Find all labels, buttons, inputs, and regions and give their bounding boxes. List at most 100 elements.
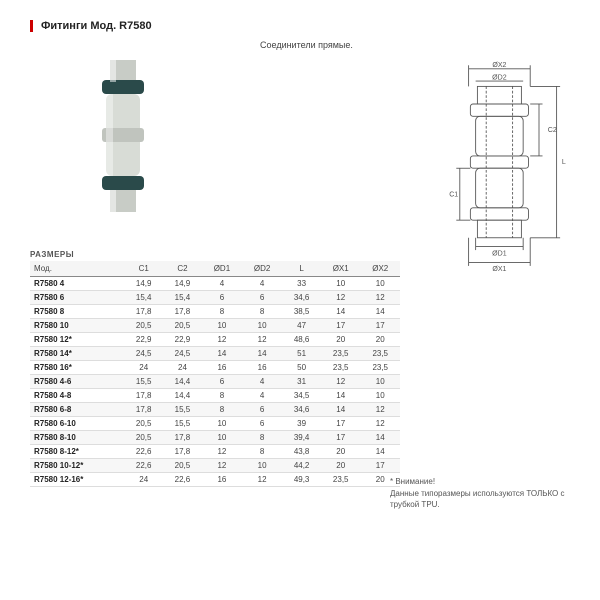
table-cell: 12 (321, 375, 360, 389)
table-row: R7580 8-1020,517,810839,41714 (30, 431, 400, 445)
table-cell: 12 (360, 403, 400, 417)
table-cell: 12 (321, 291, 360, 305)
table-cell: R7580 6 (30, 291, 124, 305)
table-cell: 17,8 (124, 389, 163, 403)
table-cell: 48,6 (282, 333, 321, 347)
table-cell: 16 (202, 361, 242, 375)
table-cell: 10 (202, 431, 242, 445)
table-cell: 16 (242, 361, 282, 375)
table-cell: 22,6 (163, 473, 202, 487)
col-header: C1 (124, 261, 163, 277)
table-cell: 8 (242, 305, 282, 319)
table-cell: 14 (360, 445, 400, 459)
table-cell: R7580 4 (30, 277, 124, 291)
table-cell: 17 (321, 417, 360, 431)
table-row: R7580 817,817,88838,51414 (30, 305, 400, 319)
table-cell: 12 (202, 445, 242, 459)
table-cell: 17 (360, 319, 400, 333)
table-cell: 43,8 (282, 445, 321, 459)
table-cell: 20 (321, 333, 360, 347)
table-cell: 15,4 (124, 291, 163, 305)
col-header: ØD1 (202, 261, 242, 277)
table-cell: 15,5 (163, 403, 202, 417)
table-cell: R7580 8-12* (30, 445, 124, 459)
dim-c1: C1 (449, 191, 458, 198)
dim-od1: ØD1 (492, 250, 507, 257)
table-cell: 10 (360, 389, 400, 403)
product-photo (40, 50, 210, 220)
table-cell: 20 (321, 459, 360, 473)
col-header: L (282, 261, 321, 277)
table-cell: 51 (282, 347, 321, 361)
table-cell: 50 (282, 361, 321, 375)
table-cell: 23,5 (360, 361, 400, 375)
table-cell: 33 (282, 277, 321, 291)
table-cell: R7580 6-10 (30, 417, 124, 431)
table-cell: 34,6 (282, 291, 321, 305)
technical-diagram: ØX2 ØD2 C2 L (420, 60, 570, 280)
table-cell: 4 (202, 277, 242, 291)
table-cell: 23,5 (360, 347, 400, 361)
table-cell: 16 (202, 473, 242, 487)
table-cell: 44,2 (282, 459, 321, 473)
table-cell: 39 (282, 417, 321, 431)
table-cell: R7580 6-8 (30, 403, 124, 417)
table-cell: 34,6 (282, 403, 321, 417)
dim-c2: C2 (548, 127, 557, 134)
table-cell: 22,9 (124, 333, 163, 347)
table-cell: 20,5 (163, 319, 202, 333)
table-cell: 47 (282, 319, 321, 333)
table-cell: 22,9 (163, 333, 202, 347)
table-cell: R7580 10 (30, 319, 124, 333)
table-cell: 24 (124, 473, 163, 487)
table-cell: 8 (242, 445, 282, 459)
table-row: R7580 6-817,815,58634,61412 (30, 403, 400, 417)
table-cell: 14 (321, 305, 360, 319)
table-cell: R7580 8-10 (30, 431, 124, 445)
table-cell: 15,5 (124, 375, 163, 389)
table-cell: 15,5 (163, 417, 202, 431)
table-cell: R7580 4-8 (30, 389, 124, 403)
table-cell: 20,5 (124, 431, 163, 445)
table-row: R7580 4-817,814,48434,51410 (30, 389, 400, 403)
table-cell: 20,5 (163, 459, 202, 473)
table-cell: 12 (202, 459, 242, 473)
table-cell: 23,5 (321, 361, 360, 375)
dim-od2: ØD2 (492, 74, 507, 81)
table-cell: 8 (202, 403, 242, 417)
table-cell: 8 (202, 389, 242, 403)
col-header: ØX1 (321, 261, 360, 277)
table-cell: R7580 4-6 (30, 375, 124, 389)
dim-l: L (562, 159, 566, 166)
subtitle: Соединители прямые. (260, 40, 353, 50)
table-cell: 22,6 (124, 459, 163, 473)
table-row: R7580 16*242416165023,523,5 (30, 361, 400, 375)
table-cell: R7580 10-12* (30, 459, 124, 473)
table-cell: 14,4 (163, 389, 202, 403)
footnote: * Внимание! Данные типоразмеры использую… (390, 476, 570, 510)
table-cell: 12 (360, 291, 400, 305)
table-cell: 38,5 (282, 305, 321, 319)
table-cell: 14 (202, 347, 242, 361)
table-cell: 6 (242, 403, 282, 417)
dim-ox2: ØX2 (492, 62, 506, 69)
table-cell: 20 (321, 445, 360, 459)
table-cell: 39,4 (282, 431, 321, 445)
table-cell: 17 (360, 459, 400, 473)
table-cell: 4 (242, 277, 282, 291)
table-cell: 20 (360, 333, 400, 347)
table-cell: 14,9 (163, 277, 202, 291)
table-cell: 17,8 (124, 403, 163, 417)
table-cell: 24 (124, 361, 163, 375)
table-cell: 24,5 (124, 347, 163, 361)
table-cell: 14,9 (124, 277, 163, 291)
table-cell: 17,8 (163, 305, 202, 319)
table-row: R7580 414,914,944331010 (30, 277, 400, 291)
table-cell: 8 (202, 305, 242, 319)
note-line2: Данные типоразмеры используются ТОЛЬКО с… (390, 488, 570, 510)
table-cell: 12 (242, 473, 282, 487)
table-cell: 20,5 (124, 417, 163, 431)
table-cell: R7580 12* (30, 333, 124, 347)
table-cell: 10 (321, 277, 360, 291)
col-header: Мод. (30, 261, 124, 277)
